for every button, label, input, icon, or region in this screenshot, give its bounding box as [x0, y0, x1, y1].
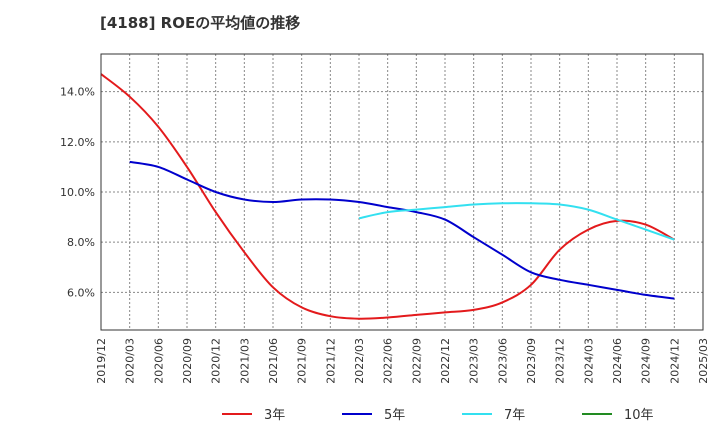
legend-label: 3年 [264, 408, 285, 423]
series-lines [100, 73, 675, 320]
x-tick-label: 2022/12 [439, 338, 452, 384]
x-tick-label: 2024/12 [668, 338, 681, 384]
legend-label: 5年 [384, 408, 405, 423]
x-tick-label: 2020/06 [152, 338, 165, 384]
x-tick-label: 2020/09 [181, 338, 194, 384]
plot-frame [100, 53, 704, 331]
x-tick-label: 2023/03 [468, 338, 481, 384]
chart-title: [4188] ROEの平均値の推移 [100, 14, 301, 32]
x-tick-label: 2023/06 [496, 338, 509, 384]
y-axis-ticks: 6.0% 8.0% 10.0% 12.0% 14.0% [60, 86, 95, 300]
x-tick-label: 2023/12 [554, 338, 567, 384]
y-tick-label: 10.0% [60, 186, 95, 199]
x-tick-label: 2022/03 [353, 338, 366, 384]
x-tick-label: 2025/03 [697, 338, 710, 384]
legend: 3年 5年 7年 10年 [222, 408, 654, 423]
series-line-5年 [129, 160, 675, 300]
x-tick-label: 2022/09 [410, 338, 423, 384]
x-tick-label: 2020/12 [210, 338, 223, 384]
x-tick-label: 2023/09 [525, 338, 538, 384]
legend-label: 7年 [504, 408, 525, 423]
x-tick-label: 2021/12 [324, 338, 337, 384]
series-line-7年 [358, 202, 675, 241]
y-tick-label: 12.0% [60, 136, 95, 149]
x-tick-label: 2024/06 [611, 338, 624, 384]
x-tick-label: 2021/09 [296, 338, 309, 384]
x-tick-label: 2020/03 [124, 338, 137, 384]
y-tick-label: 8.0% [67, 236, 95, 249]
x-tick-label: 2019/12 [95, 338, 108, 384]
x-tick-label: 2024/09 [640, 338, 653, 384]
y-tick-label: 14.0% [60, 86, 95, 99]
grid-lines [101, 54, 703, 330]
legend-label: 10年 [624, 408, 654, 423]
series-line-3年 [100, 73, 675, 320]
x-tick-label: 2021/03 [238, 338, 251, 384]
x-tick-label: 2024/03 [582, 338, 595, 384]
x-tick-label: 2021/06 [267, 338, 280, 384]
y-tick-label: 6.0% [67, 286, 95, 299]
x-axis-ticks: 2019/12 2020/03 2020/06 2020/09 2020/12 2021/… [95, 338, 710, 384]
x-tick-label: 2022/06 [382, 338, 395, 384]
